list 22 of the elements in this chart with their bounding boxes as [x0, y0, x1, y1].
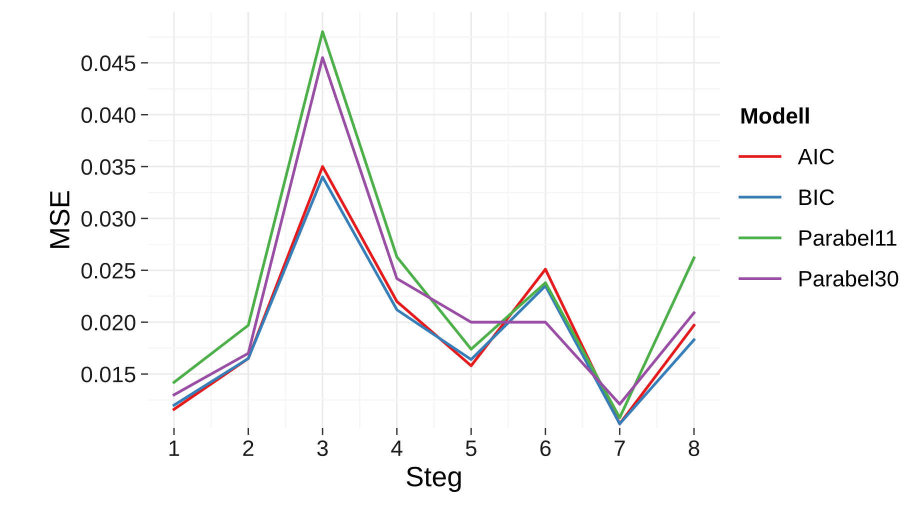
y-tick-label: 0.025: [81, 262, 136, 279]
y-tick-label: 0.015: [81, 366, 136, 382]
y-tick-label: 0.045: [81, 55, 136, 72]
legend-title: Modell: [741, 107, 809, 124]
x-tick-label: 6: [540, 440, 551, 456]
x-tick-label: 1: [170, 440, 180, 456]
legend-label: BIC: [800, 189, 834, 206]
x-axis-title: Steg: [406, 466, 461, 492]
x-tick-label: 8: [688, 440, 700, 456]
legend-label: Parabel11: [800, 230, 896, 246]
legend-label: AIC: [798, 148, 834, 164]
x-tick-label: 2: [243, 440, 254, 456]
y-tick-label: 0.040: [81, 107, 136, 123]
y-tick-label: 0.030: [81, 210, 136, 227]
x-tick-label: 4: [391, 440, 402, 456]
x-tick-label: 5: [466, 440, 476, 456]
y-tick-label: 0.035: [81, 159, 136, 175]
x-tick-label: 7: [614, 440, 625, 456]
y-tick-label: 0.020: [81, 314, 136, 330]
legend-label: Parabel30: [800, 270, 898, 287]
x-tick-label: 3: [317, 440, 328, 456]
y-axis-title: MSE: [50, 191, 70, 248]
